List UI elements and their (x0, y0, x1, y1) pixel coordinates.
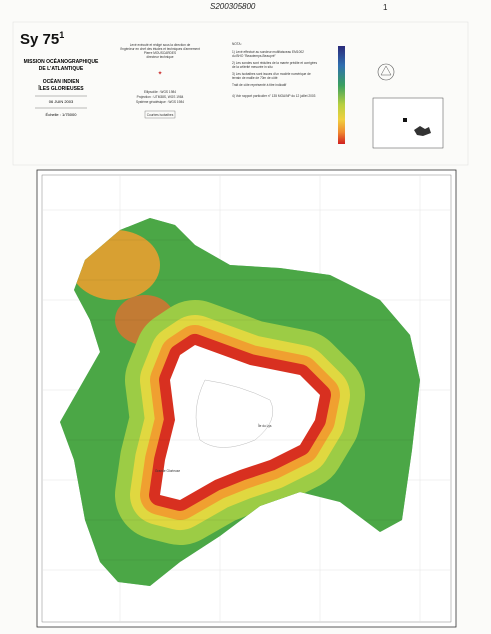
emblem-mark (380, 65, 392, 76)
credit-line: l'ingénieur en chef des études et techni… (120, 47, 200, 51)
nota-line: terrain de maille de 70m de côté (232, 76, 278, 80)
geodesy: Projection : UTM38S, WGS 1984 (137, 95, 184, 99)
stamp-reference: S200305800 (210, 2, 256, 11)
island-outline (195, 379, 274, 448)
header-frame (12, 21, 469, 166)
locator-island (414, 126, 431, 136)
contours: Courbes isobathes (147, 113, 174, 117)
nota-line: 2) Les sondes sont réduites de la marée … (232, 61, 317, 65)
emblem: ✦ (157, 70, 162, 77)
nota-title: NOTA : (232, 42, 242, 46)
stamp-number: 1 (383, 3, 388, 12)
nota-line: du BHO "Beautemps-Beaupré" (232, 54, 276, 58)
date: 06 JUIN 2003 (49, 99, 74, 104)
mission: MISSION OCÉANOGRAPHIQUE (24, 57, 99, 65)
credit-line: directeur technique (146, 55, 173, 59)
nota-line: Trait de côte représenté à titre indicat… (232, 83, 286, 87)
nota-line: de la célérité mesurée in situ (232, 65, 273, 69)
credit-line: Pierre MOUSCARDES (144, 51, 176, 55)
region: OCÉAN INDIEN (43, 77, 80, 85)
nota-line: 3) Les isobathes sont issues d'un modèle… (232, 72, 311, 76)
place-label: Île du Lys (257, 424, 272, 428)
locator-square (403, 118, 407, 122)
locator-map (372, 97, 444, 149)
scale: Échelle : 1/75000 (46, 112, 78, 117)
geodesy: Ellipsoïde : WGS 1984 (144, 90, 176, 94)
inner-frame (41, 174, 452, 623)
credits: Levé exécuté et rédigé sous la direction… (120, 43, 200, 119)
depth-color-bar (338, 46, 345, 144)
nota: NOTA : 1) Levé effectué au sondeur multi… (232, 42, 317, 98)
nota-line: 1) Levé effectué au sondeur multifaiscea… (232, 50, 304, 54)
sheet-number: Sy 751 (20, 30, 64, 48)
credit-line: Levé exécuté et rédigé sous la direction… (130, 43, 191, 47)
contour-box (144, 110, 176, 119)
mission: DE L'ATLANTIQUE (39, 66, 84, 72)
place-label: Grande Glorieuse (155, 469, 180, 473)
nota-line: 4) Voir rapport particulier n° 135 MOA/N… (232, 94, 316, 98)
geodesy: Système géodésique : WGS 1984 (136, 100, 184, 104)
shom-emblem (377, 63, 395, 81)
region: ÎLES GLORIEUSES (37, 84, 84, 92)
